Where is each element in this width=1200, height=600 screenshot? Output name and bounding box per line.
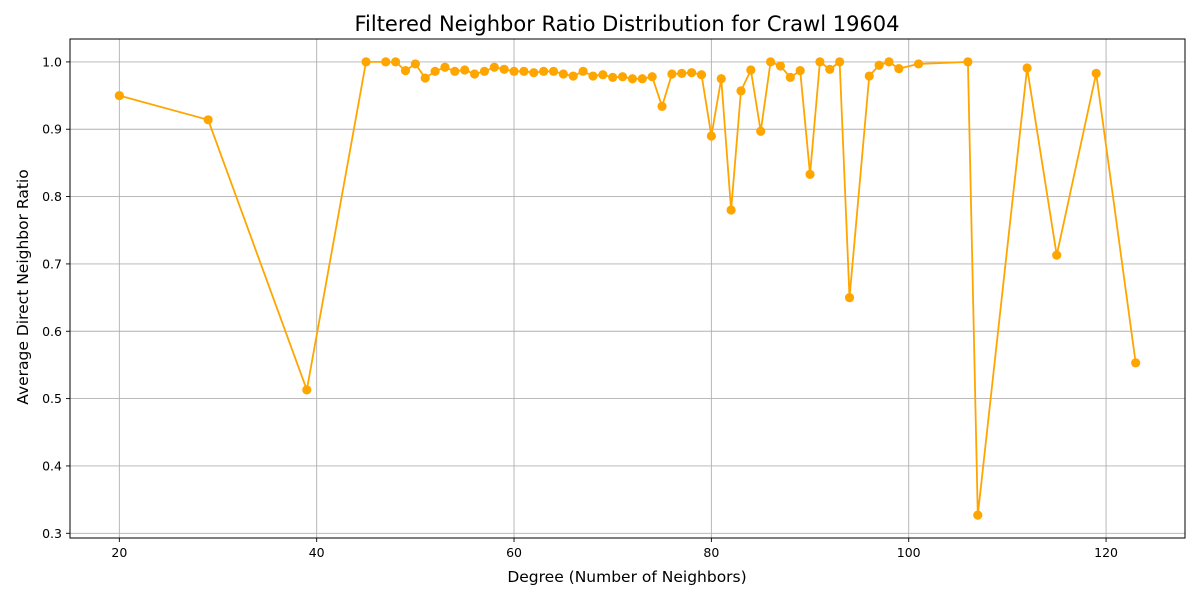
data-point <box>578 66 588 76</box>
data-point <box>687 68 697 78</box>
data-point <box>844 292 855 303</box>
y-axis-label: Average Direct Neighbor Ratio <box>14 169 32 404</box>
data-point <box>114 90 124 101</box>
data-markers <box>114 57 1141 520</box>
y-tick-label: 0.9 <box>42 122 62 137</box>
data-point <box>913 59 924 69</box>
grid <box>70 39 1185 538</box>
data-point <box>420 73 430 83</box>
y-tick-label: 0.4 <box>42 458 62 473</box>
data-point <box>568 71 578 81</box>
x-tick-label: 100 <box>897 545 921 560</box>
data-point <box>746 65 756 75</box>
data-point <box>647 72 657 82</box>
data-point <box>775 61 786 71</box>
data-point <box>815 57 825 67</box>
data-point <box>894 64 904 74</box>
data-point <box>598 70 608 80</box>
data-point <box>361 57 371 67</box>
data-point <box>667 69 677 79</box>
data-point <box>716 74 726 84</box>
data-point <box>460 65 470 75</box>
data-point <box>302 385 312 395</box>
data-point <box>726 205 736 215</box>
data-point <box>539 66 549 76</box>
data-point <box>657 101 667 111</box>
data-point <box>973 510 983 520</box>
data-point <box>608 72 618 82</box>
data-point <box>519 66 529 76</box>
x-tick-label: 80 <box>703 545 719 560</box>
data-point <box>1052 250 1062 260</box>
data-point <box>835 57 845 67</box>
data-point <box>499 64 509 74</box>
y-tick-label: 0.3 <box>42 526 62 541</box>
x-tick-label: 120 <box>1094 545 1118 560</box>
x-tick-label: 60 <box>506 545 522 560</box>
data-point <box>874 60 884 70</box>
data-point <box>706 131 716 141</box>
data-point <box>391 57 401 67</box>
y-tick-label: 0.6 <box>42 324 62 339</box>
data-point <box>1091 68 1101 78</box>
y-tick-label: 0.7 <box>42 256 62 271</box>
data-point <box>469 69 480 79</box>
data-point <box>677 68 687 78</box>
data-point <box>203 115 213 125</box>
data-point <box>479 66 490 76</box>
ticks: 20 40 60 80 100 120 0.3 0.4 0.5 0.6 0.7 0.8 0.9 1.0 <box>42 54 1118 560</box>
y-tick-label: 0.8 <box>42 189 62 204</box>
series-line <box>119 61 1137 516</box>
data-point <box>785 72 795 82</box>
x-tick-label: 20 <box>111 545 127 560</box>
data-point <box>627 74 638 84</box>
data-point <box>765 57 776 67</box>
data-point <box>400 66 411 76</box>
data-point <box>1131 358 1141 368</box>
data-point <box>963 57 973 67</box>
data-point <box>410 59 420 69</box>
data-point <box>805 169 815 179</box>
y-tick-label: 0.5 <box>42 391 62 406</box>
data-point <box>489 62 499 72</box>
axes-frame <box>69 38 1186 539</box>
data-point <box>825 64 835 74</box>
data-point <box>450 66 460 76</box>
data-point <box>736 86 746 96</box>
data-point <box>637 74 647 84</box>
data-point <box>381 57 391 67</box>
data-point <box>548 66 559 76</box>
data-point <box>696 70 707 80</box>
data-point <box>884 57 894 67</box>
y-tick-label: 1.0 <box>42 54 62 69</box>
data-point <box>1022 63 1032 73</box>
chart-title: Filtered Neighbor Ratio Distribution for… <box>354 12 899 36</box>
data-point <box>440 62 450 72</box>
x-axis-label: Degree (Number of Neighbors) <box>507 568 746 586</box>
data-point <box>617 72 628 82</box>
series-line-layer <box>119 61 1137 516</box>
data-point <box>588 71 598 81</box>
data-point <box>558 69 568 79</box>
data-point <box>864 71 874 81</box>
data-point <box>430 66 440 76</box>
data-point <box>756 126 766 136</box>
data-point <box>795 66 805 76</box>
data-point <box>529 68 539 78</box>
data-point <box>509 66 519 76</box>
x-tick-label: 40 <box>309 545 325 560</box>
